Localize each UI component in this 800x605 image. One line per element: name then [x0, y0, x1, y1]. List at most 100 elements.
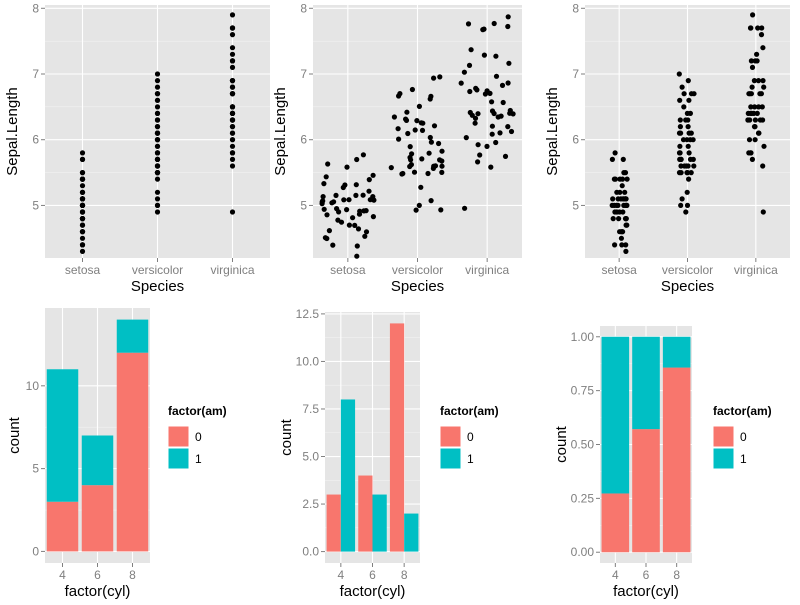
data-point — [752, 137, 758, 143]
data-point — [427, 134, 433, 141]
legend-label-0: 0 — [195, 430, 202, 444]
data-point — [395, 126, 401, 132]
data-point — [760, 163, 766, 169]
data-point — [756, 104, 762, 110]
data-point — [757, 117, 763, 123]
data-point — [685, 124, 691, 130]
data-point — [154, 130, 161, 136]
y-tick-label: 0.0 — [302, 545, 319, 559]
x-tick-label: 8 — [673, 568, 680, 582]
data-point — [346, 222, 352, 228]
data-point — [418, 184, 424, 190]
legend-title: factor(am) — [168, 404, 227, 418]
y-tick-label: 10 — [26, 379, 40, 393]
data-point — [154, 176, 161, 182]
x-tick-label: setosa — [601, 263, 637, 277]
data-point — [685, 143, 691, 149]
data-point — [388, 165, 394, 171]
data-point — [684, 202, 691, 208]
y-tick-label: 12.5 — [296, 307, 320, 321]
data-point — [340, 184, 346, 191]
data-point — [229, 64, 236, 70]
data-point — [495, 114, 501, 120]
data-point — [623, 242, 629, 248]
data-point — [391, 114, 397, 120]
data-point — [439, 158, 445, 164]
y-axis-label: Sepal.Length — [544, 87, 561, 175]
x-axis-label: Species — [391, 278, 444, 295]
data-point — [324, 212, 330, 218]
data-point — [428, 198, 434, 204]
data-point — [749, 84, 755, 90]
data-point — [489, 99, 495, 105]
data-point — [229, 51, 236, 57]
x-tick-label: 4 — [337, 568, 344, 582]
data-point — [341, 197, 347, 203]
data-point — [458, 80, 464, 86]
data-point — [428, 139, 434, 145]
data-point — [354, 156, 360, 163]
data-point — [475, 142, 481, 148]
data-point — [618, 235, 625, 241]
data-point — [609, 156, 616, 162]
data-point — [748, 25, 754, 31]
y-axis-label: count — [6, 416, 23, 454]
data-point — [505, 80, 511, 86]
data-point — [154, 156, 161, 162]
data-point — [229, 31, 236, 38]
data-point — [408, 162, 414, 168]
bar-am0-cyl6 — [358, 475, 373, 552]
y-tick-label: 8 — [32, 1, 39, 15]
data-point — [419, 127, 426, 133]
data-point — [505, 14, 511, 20]
data-point — [686, 97, 692, 103]
data-point — [755, 25, 761, 31]
data-point — [154, 97, 161, 103]
data-point — [319, 199, 325, 205]
data-point — [752, 117, 759, 123]
data-point — [748, 104, 754, 110]
bar-am0-cyl8 — [389, 323, 405, 552]
data-point — [468, 47, 474, 53]
data-point — [623, 216, 629, 222]
scatter-plot-1: 5 6 7 8 setosa versicolor virginica Species Sepa… — [4, 1, 270, 295]
x-tick-label: 8 — [401, 568, 408, 582]
legend-label-1: 1 — [740, 452, 747, 466]
data-point — [154, 196, 161, 202]
data-point — [609, 202, 615, 208]
x-tick-label: 6 — [643, 568, 650, 582]
data-point — [154, 110, 161, 116]
y-tick-label: 10.0 — [296, 354, 320, 368]
data-point — [688, 91, 695, 97]
data-point — [477, 152, 483, 158]
data-point — [678, 163, 684, 169]
y-axis-label: count — [278, 418, 295, 456]
data-point — [362, 233, 368, 239]
data-point — [610, 216, 616, 222]
data-point — [611, 176, 618, 182]
data-point — [686, 176, 692, 182]
x-axis-label: factor(cyl) — [65, 583, 131, 600]
bar-am1-cyl6 — [372, 494, 387, 552]
data-point — [229, 104, 236, 110]
y-axis-label: count — [553, 425, 570, 463]
data-point — [482, 91, 488, 97]
data-point — [418, 120, 424, 126]
y-tick-label: 8 — [572, 1, 579, 15]
data-point — [154, 143, 161, 149]
bar-am0-cyl4 — [326, 494, 341, 552]
data-point — [352, 222, 358, 228]
data-point — [79, 150, 86, 156]
data-point — [684, 189, 690, 195]
bar-am1-cyl8 — [116, 319, 149, 353]
legend-title: factor(am) — [713, 404, 772, 418]
data-point — [79, 189, 86, 195]
data-point — [439, 163, 445, 169]
y-axis-label: Sepal.Length — [272, 87, 289, 175]
data-point — [617, 176, 623, 182]
data-point — [748, 91, 755, 97]
data-point — [366, 188, 372, 194]
data-point — [683, 209, 689, 215]
legend-title: factor(am) — [440, 404, 499, 418]
